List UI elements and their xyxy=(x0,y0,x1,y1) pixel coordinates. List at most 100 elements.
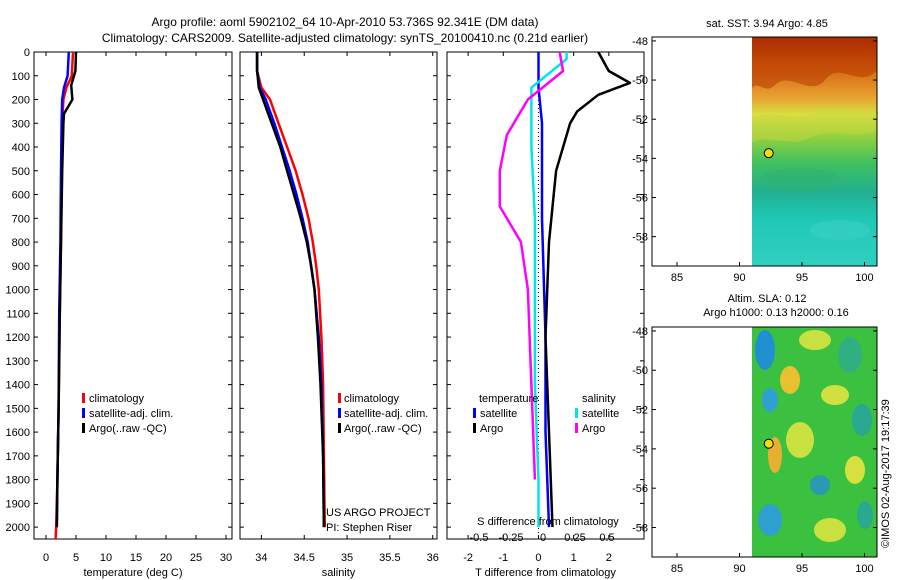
legend-label-t-satellite: satellite xyxy=(480,408,517,420)
y-tick-label: 800 xyxy=(12,237,30,249)
plot-frame xyxy=(33,51,233,540)
y-tick-label: 1900 xyxy=(6,498,30,510)
x-tick-label: -2 xyxy=(463,552,473,564)
map-x-tick-label: 90 xyxy=(733,563,745,575)
y-tick-label: 1600 xyxy=(6,427,30,439)
map-y-tick-label: -48 xyxy=(632,36,648,48)
map-y-tick-label: -58 xyxy=(632,523,648,535)
pi-label: PI: Stephen Riser xyxy=(326,522,413,534)
salinity-panel: 34 34.5 35 35.5 36 salinity xyxy=(239,51,439,579)
legend-swatch-t-satellite xyxy=(473,408,476,418)
x-tick-label: 5 xyxy=(73,552,79,564)
s-diff-label: S difference from climatology xyxy=(477,516,619,528)
map-x-tick-label: 95 xyxy=(796,272,808,284)
y-tick-label: 600 xyxy=(12,190,30,202)
argo-float-marker xyxy=(763,438,774,449)
y-tick-label: 1300 xyxy=(6,356,30,368)
y-tick-label: 1800 xyxy=(6,475,30,487)
sla-high xyxy=(799,330,831,350)
legend-label-s-satellite: satellite xyxy=(582,408,619,420)
difference-legend: temperature salinity satellite Argo sate… xyxy=(473,393,619,435)
y-tick-label: 0 xyxy=(24,47,30,59)
plot-frame xyxy=(446,51,645,540)
legend-label-s-argo: Argo xyxy=(582,423,605,435)
y-tick-label: 200 xyxy=(12,95,30,107)
y-tick-label: 2000 xyxy=(6,522,30,534)
series-line-argo xyxy=(255,52,326,528)
legend-swatch-climatology xyxy=(338,393,341,403)
legend-title-temperature: temperature xyxy=(479,393,538,405)
y-tick-label: 300 xyxy=(12,118,30,130)
map-y-tick-label: -56 xyxy=(632,192,648,204)
map-y-tick-label: -50 xyxy=(632,365,648,377)
sst-map-title: sat. SST: 3.94 Argo: 4.85 xyxy=(706,18,828,30)
sla-map-axes: 85 90 95 100 -48 -50 -52 -54 -56 -58 xyxy=(632,326,877,575)
sla-high xyxy=(845,456,865,484)
sst-front xyxy=(752,107,877,142)
sla-high xyxy=(780,366,800,394)
x-tick-label: 0 xyxy=(535,552,541,564)
y-tick-label: 1400 xyxy=(6,380,30,392)
x-tick-label: 35.5 xyxy=(379,552,400,564)
legend-label-t-argo: Argo xyxy=(480,423,503,435)
map-x-tick-label: 85 xyxy=(671,563,683,575)
map-y-tick-label: -56 xyxy=(632,483,648,495)
legend-swatch-satellite xyxy=(338,408,341,418)
sst-eddy xyxy=(760,168,840,192)
y-tick-label: 1700 xyxy=(6,451,30,463)
legend-swatch-argo xyxy=(338,423,341,433)
legend-swatch-t-argo xyxy=(473,423,476,433)
sla-map-panel: Altim. SLA: 0.12 Argo h1000: 0.13 h2000:… xyxy=(632,293,878,575)
legend-swatch-argo xyxy=(82,423,85,433)
difference-panel: -2 -1 0 1 2 -0.5 -0.25 0 0.25 0.5 T difference fro… xyxy=(446,51,645,579)
x-tick-label-salinity: 0.5 xyxy=(599,532,614,544)
x-tick-label: 34.5 xyxy=(294,552,315,564)
legend-label-satellite: satellite-adj. clim. xyxy=(344,408,428,420)
x-tick-label: 35 xyxy=(341,552,353,564)
x-axis-label: salinity xyxy=(322,567,356,579)
x-tick-label-salinity: 0.25 xyxy=(564,532,585,544)
header-line2: Climatology: CARS2009. Satellite-adjuste… xyxy=(102,31,588,45)
map-y-tick-label: -50 xyxy=(632,75,648,87)
legend-title-salinity: salinity xyxy=(582,393,616,405)
legend-label-argo: Argo(..raw -QC) xyxy=(89,423,167,435)
x-tick-label: 25 xyxy=(190,552,202,564)
header-line1: Argo profile: aoml 5902102_64 10-Apr-201… xyxy=(152,15,539,29)
x-tick-label: 34 xyxy=(255,552,267,564)
x-tick-label: -1 xyxy=(498,552,508,564)
sst-map-axes: 85 90 95 100 -48 -50 -52 -54 -56 -58 xyxy=(632,36,877,284)
map-y-tick-label: -52 xyxy=(632,405,648,417)
map-x-tick-label: 95 xyxy=(796,563,808,575)
map-x-tick-label: 100 xyxy=(855,272,873,284)
y-tick-label: 900 xyxy=(12,261,30,273)
map-y-tick-label: -48 xyxy=(632,326,648,338)
map-x-tick-label: 85 xyxy=(671,272,683,284)
x-tick-label: 15 xyxy=(130,552,142,564)
sla-high xyxy=(814,518,846,542)
legend-label-argo: Argo(..raw -QC) xyxy=(344,423,422,435)
x-tick-label: 20 xyxy=(160,552,172,564)
x-tick-label-salinity: -0.5 xyxy=(470,532,489,544)
salinity-legend: climatology satellite-adj. clim. Argo(..… xyxy=(338,393,428,435)
x-tick-label: 10 xyxy=(100,552,112,564)
sla-map-frame xyxy=(651,326,878,558)
legend-swatch-s-argo xyxy=(575,423,578,433)
map-x-tick-label: 100 xyxy=(855,563,873,575)
sst-eddy xyxy=(810,220,870,240)
argo-float-marker xyxy=(763,148,774,159)
sst-map-panel: sat. SST: 3.94 Argo: 4.85 85 90 95 100 -48 -5… xyxy=(632,18,878,284)
legend-label-climatology: climatology xyxy=(344,393,400,405)
legend-swatch-climatology xyxy=(82,393,85,403)
sla-map-title: Altim. SLA: 0.12 xyxy=(728,293,807,305)
sla-low xyxy=(762,388,778,412)
sla-low xyxy=(857,501,873,529)
sst-warm-band xyxy=(752,37,877,89)
x-tick-label-salinity: 0 xyxy=(540,532,546,544)
sla-low xyxy=(838,337,862,373)
x-tick-label: 1 xyxy=(571,552,577,564)
x-tick-label: 36 xyxy=(427,552,439,564)
series-line-argo xyxy=(55,51,78,528)
map-y-tick-label: -52 xyxy=(632,114,648,126)
series-line-s-satellite xyxy=(530,52,568,528)
